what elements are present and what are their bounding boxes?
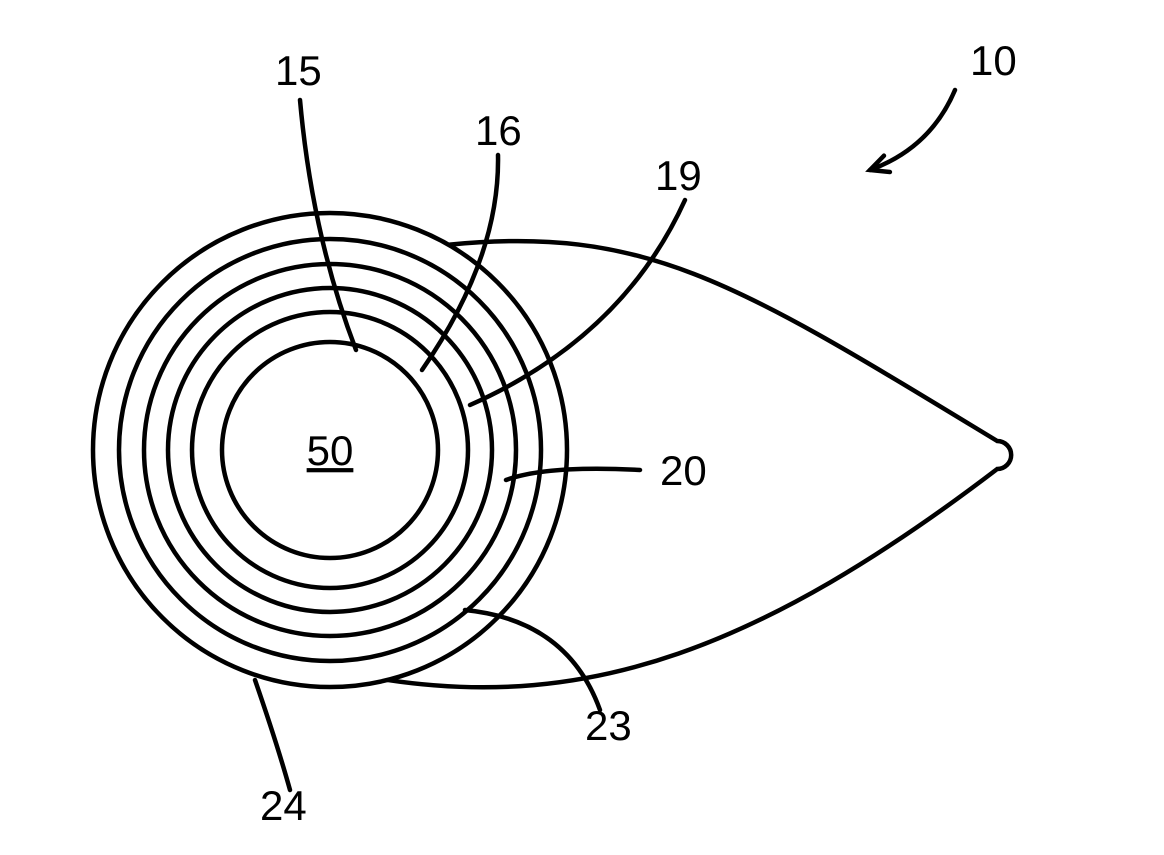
leader-23 (465, 610, 600, 710)
diagram-canvas: 50 15 16 19 20 23 24 10 (0, 0, 1164, 855)
ref-label-19: 19 (655, 152, 702, 199)
center-label: 50 (307, 427, 354, 474)
ref-label-16: 16 (475, 107, 522, 154)
ref-label-24: 24 (260, 782, 307, 829)
leader-16 (422, 155, 498, 370)
assembly-arrow (870, 90, 955, 172)
assembly-label: 10 (970, 37, 1017, 84)
leader-24 (255, 680, 290, 790)
ref-label-20: 20 (660, 447, 707, 494)
leader-20 (506, 469, 640, 480)
ref-label-15: 15 (275, 47, 322, 94)
ref-label-23: 23 (585, 702, 632, 749)
